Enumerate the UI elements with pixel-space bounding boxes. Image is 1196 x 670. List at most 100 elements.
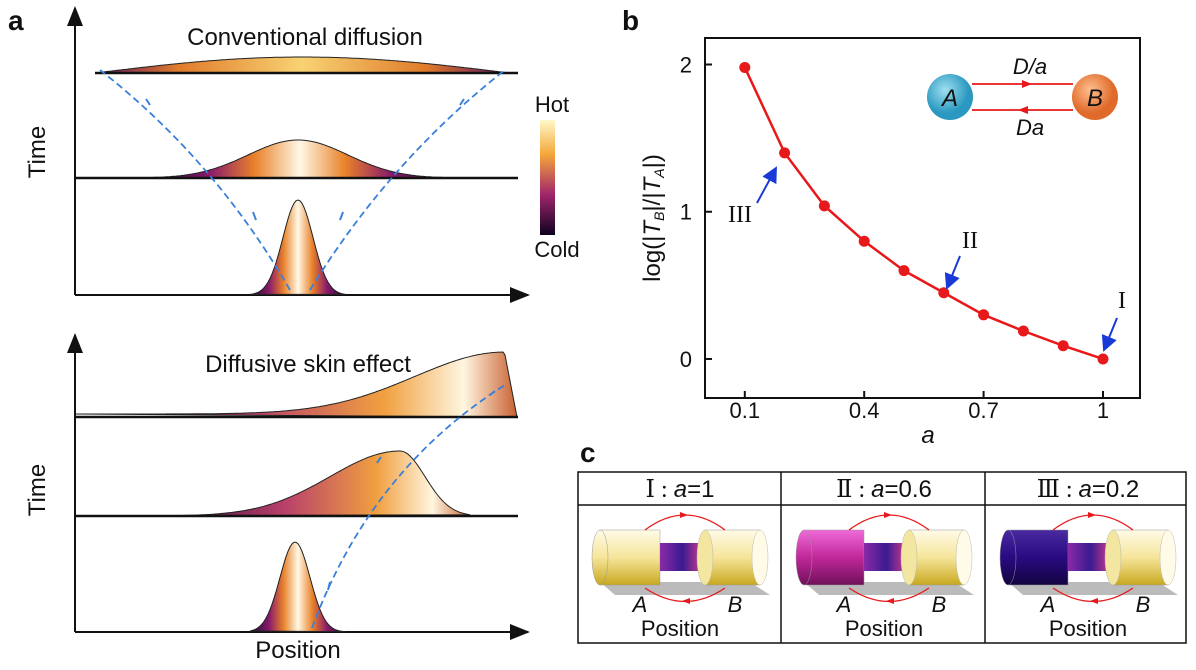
profile xyxy=(74,351,518,418)
axis-label: Position xyxy=(845,616,923,641)
axis-label: Time xyxy=(24,464,51,516)
profile xyxy=(94,56,510,74)
colorbar-label: Cold xyxy=(534,237,579,262)
data-point xyxy=(779,147,791,159)
column-header-part: Ⅰ : xyxy=(646,477,674,503)
data-point xyxy=(978,309,990,321)
rod-label: B xyxy=(1136,592,1151,617)
y-axis-label-part: T xyxy=(639,175,666,192)
data-point xyxy=(739,61,751,73)
cylinder-end xyxy=(900,529,918,586)
annotation: I xyxy=(1118,288,1126,314)
x-axis-label: a xyxy=(921,422,934,449)
y-axis-label-part: B xyxy=(651,212,667,221)
left-cylinder xyxy=(599,529,661,586)
cylinder-end xyxy=(1159,529,1177,586)
x-tick-label: 0.4 xyxy=(849,398,880,423)
rod-label: A xyxy=(835,592,852,617)
cylinder-end xyxy=(795,529,813,586)
column-header-part: Ⅲ : xyxy=(1037,477,1079,503)
axis-label: Position xyxy=(1049,616,1127,641)
data-point xyxy=(1057,340,1069,352)
profile xyxy=(249,541,347,633)
arrowhead xyxy=(327,390,496,591)
annotation: III xyxy=(728,202,752,228)
right-cylinder xyxy=(908,529,965,586)
profile xyxy=(159,450,471,517)
y-axis-label-part: T xyxy=(639,219,666,236)
axis-label: Position xyxy=(255,637,340,664)
rod-label: B xyxy=(932,592,947,617)
colorbar xyxy=(540,120,555,235)
plot-frame xyxy=(704,37,1141,399)
cylinder-end xyxy=(955,529,973,586)
data-point xyxy=(1017,325,1029,337)
data-point xyxy=(898,265,910,277)
column-header-part: a xyxy=(674,476,687,503)
data-point xyxy=(938,287,950,299)
column-header: Ⅰ : a=1 xyxy=(646,476,715,503)
y-tick-label: 1 xyxy=(680,200,692,225)
inset-node xyxy=(1072,74,1118,120)
panel-label: c xyxy=(580,437,596,468)
inset-arrowhead xyxy=(1018,80,1032,114)
table-frame xyxy=(577,471,1187,644)
column-header-part: =1 xyxy=(687,476,714,503)
inset-node-label: A xyxy=(940,85,958,112)
series-line xyxy=(743,66,1104,361)
right-cylinder xyxy=(1112,529,1169,586)
left-cylinder xyxy=(803,529,865,586)
x-tick-label: 1 xyxy=(1097,398,1109,423)
panel-a: a Conventional diffusion Time Hot Cold D… xyxy=(8,5,580,664)
inset-rate: Da xyxy=(1016,115,1044,140)
column-header: Ⅲ : a=0.2 xyxy=(1037,476,1140,503)
annotation-arrow xyxy=(1101,317,1118,352)
rod-label: A xyxy=(631,592,648,617)
cylinder-end xyxy=(696,529,714,586)
trajectory xyxy=(309,69,506,291)
data-point xyxy=(1097,353,1109,365)
rod-label: B xyxy=(728,592,743,617)
flux-arc xyxy=(1052,514,1134,531)
left-cylinder xyxy=(1007,529,1069,586)
rod-label: A xyxy=(1039,592,1056,617)
column-header-part: a xyxy=(871,476,884,503)
arrowhead xyxy=(145,98,465,221)
cylinder-end xyxy=(999,529,1017,586)
x-tick-label: 0.1 xyxy=(730,398,761,423)
y-tick-label: 0 xyxy=(680,347,692,372)
y-tick-label: 2 xyxy=(680,53,692,78)
inset-rate: D/a xyxy=(1013,54,1047,79)
y-axis-label-part: log(| xyxy=(639,236,666,282)
cylinder-end xyxy=(591,529,609,586)
inset-node xyxy=(927,74,973,120)
profile xyxy=(149,139,451,179)
inset-node-label: B xyxy=(1087,85,1103,112)
axis-label: Time xyxy=(24,126,51,178)
right-cylinder xyxy=(704,529,761,586)
trajectory xyxy=(99,69,291,291)
column-header-part: a xyxy=(1079,476,1092,503)
title: Diffusive skin effect xyxy=(205,351,411,378)
column-header-part: Ⅱ : xyxy=(836,477,871,503)
trajectory xyxy=(311,384,506,629)
column-header-part: =0.2 xyxy=(1092,476,1139,503)
data-point xyxy=(818,200,830,212)
annotation-arrow xyxy=(944,255,961,290)
y-axis-label-part: |) xyxy=(639,154,666,168)
y-axis-label-part: A xyxy=(651,168,667,178)
flux-arc xyxy=(848,514,930,531)
annotation-arrow xyxy=(756,166,777,204)
axis-label: Position xyxy=(641,616,719,641)
x-tick-label: 0.7 xyxy=(968,398,999,423)
data-point xyxy=(858,235,870,247)
colorbar-label: Hot xyxy=(535,92,569,117)
title: Conventional diffusion xyxy=(187,24,423,51)
column-header-part: =0.6 xyxy=(884,476,931,503)
flux-arc xyxy=(644,514,726,531)
panel-label: a xyxy=(8,5,24,36)
